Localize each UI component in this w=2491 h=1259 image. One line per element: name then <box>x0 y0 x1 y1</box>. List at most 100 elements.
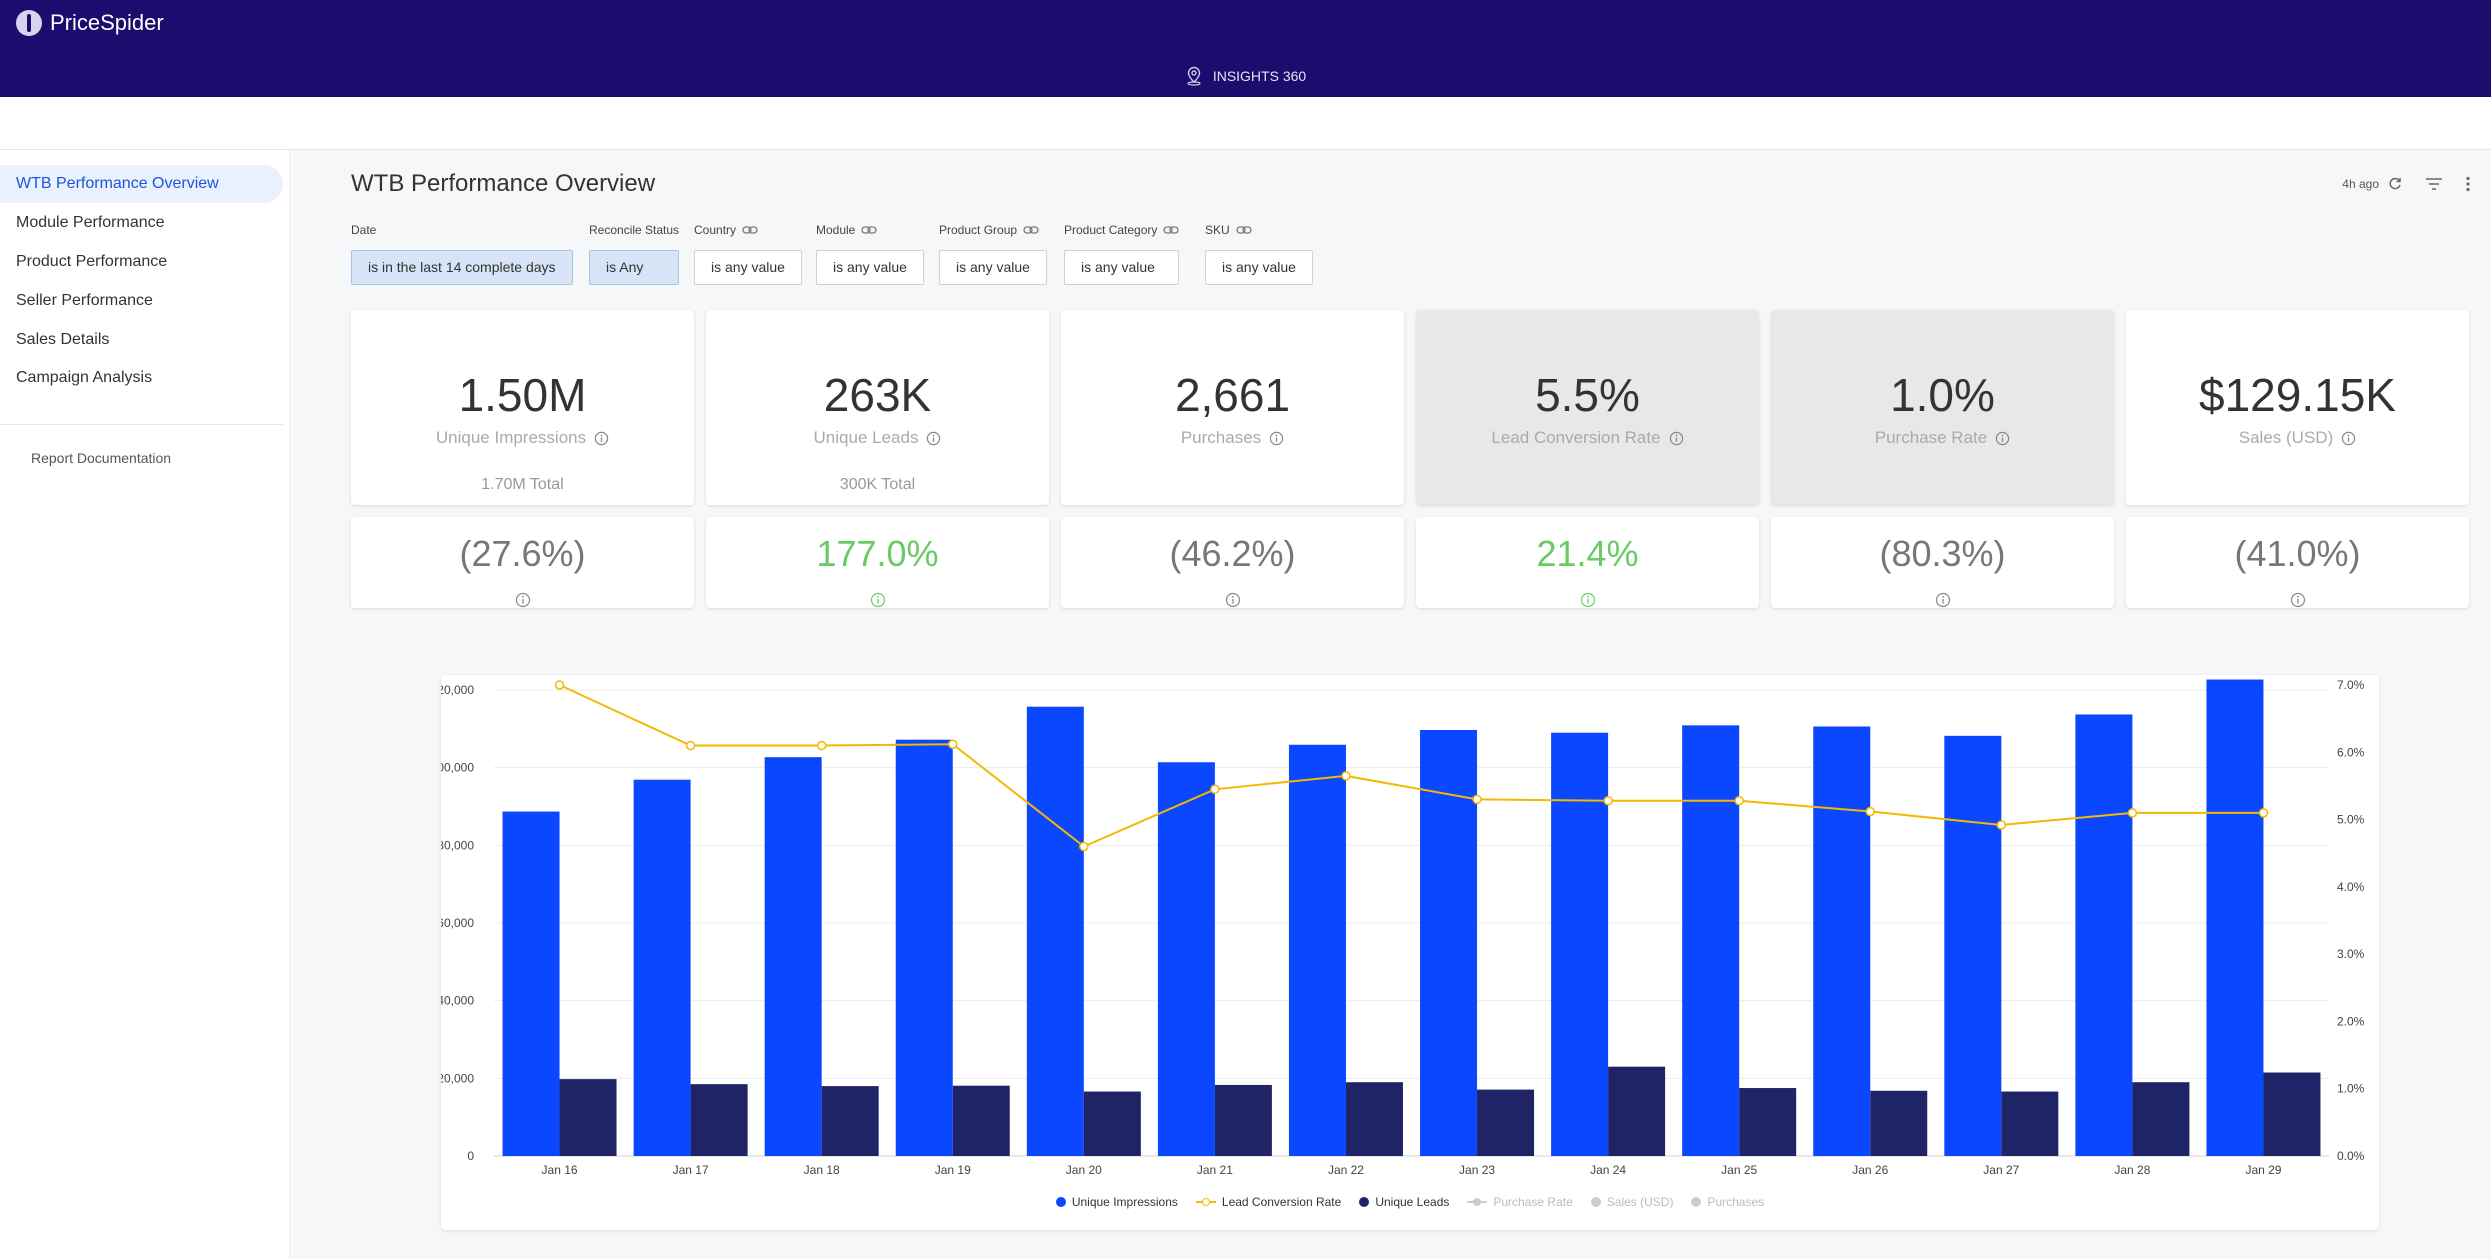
bar-unique-leads <box>952 1085 1010 1156</box>
sidebar-item-product-performance[interactable]: Product Performance <box>16 253 168 270</box>
filter-label: Date <box>351 223 377 237</box>
line-point <box>2127 808 2138 818</box>
sidebar-item-module-performance[interactable]: Module Performance <box>16 214 165 231</box>
info-icon[interactable] <box>1669 431 1684 446</box>
bar-unique-impressions <box>1420 729 1478 1156</box>
link-icon[interactable] <box>1023 225 1039 235</box>
app-name[interactable]: INSIGHTS 360 <box>0 66 2491 86</box>
kpi-value: 1.0% <box>1890 369 1995 421</box>
legend-item[interactable]: Unique Impressions <box>1055 1195 1178 1209</box>
info-icon[interactable] <box>926 431 941 446</box>
kpi-card-lead-conversion-rate[interactable]: 5.5% Lead Conversion Rate <box>1416 310 1759 505</box>
change-card-purchase-rate[interactable]: (80.3%) <box>1771 517 2114 608</box>
line-point <box>1079 841 1089 852</box>
change-card-purchases[interactable]: (46.2%) <box>1061 517 1404 608</box>
bar-unique-leads <box>1345 1082 1403 1156</box>
kpi-card-unique-impressions[interactable]: 1.50M Unique Impressions 1.70M Total <box>351 310 694 505</box>
filter-icon[interactable] <box>2425 177 2443 191</box>
legend-item[interactable]: Unique Leads <box>1359 1195 1449 1209</box>
brand[interactable]: PriceSpider <box>16 10 164 36</box>
filter-date-value[interactable]: is in the last 14 complete days <box>351 250 573 285</box>
legend-dot-marker-icon <box>1055 1197 1066 1207</box>
filter-product-group-value[interactable]: is any value <box>939 250 1047 285</box>
bar-unique-impressions <box>1157 762 1215 1156</box>
kpi-card-purchase-rate[interactable]: 1.0% Purchase Rate <box>1771 310 2114 505</box>
filter-module-value[interactable]: is any value <box>816 250 924 285</box>
sidebar-item-campaign-analysis[interactable]: Campaign Analysis <box>16 369 153 386</box>
info-icon[interactable] <box>870 592 886 608</box>
more-vert-icon[interactable] <box>2465 176 2471 192</box>
filter-label: Module <box>816 223 856 237</box>
link-icon[interactable] <box>742 225 758 235</box>
top-bar: PriceSpider INSIGHTS 360 <box>0 0 2491 97</box>
filter-sku-value[interactable]: is any value <box>1205 250 1313 285</box>
filter-product-category-value[interactable]: is any value <box>1064 250 1180 285</box>
change-card-unique-leads[interactable]: 177.0% <box>706 517 1049 608</box>
legend-item[interactable]: Lead Conversion Rate <box>1195 1195 1341 1209</box>
legend-item[interactable]: Purchase Rate <box>1467 1195 1573 1209</box>
app-name-label: INSIGHTS 360 <box>1212 68 1307 84</box>
legend-item[interactable]: Purchases <box>1691 1195 1764 1209</box>
legend-dot-marker-icon <box>1691 1197 1702 1207</box>
filter-date: Date is in the last 14 complete days <box>351 222 573 285</box>
legend-item[interactable]: Sales (USD) <box>1590 1195 1673 1209</box>
filter-reconcile-status-value[interactable]: is Any <box>589 250 680 285</box>
chart-card: 0 20,000 40,000 60,000 80,000 100,000 120,000 0… <box>441 675 2379 1230</box>
filter-country: Country is any value <box>694 222 802 285</box>
sidebar-item-wtb-performance-overview[interactable]: WTB Performance Overview <box>0 165 283 203</box>
pricespider-logo-icon <box>16 10 42 36</box>
filter-reconcile-status: Reconcile Status is Any <box>589 222 680 285</box>
link-icon[interactable] <box>1236 225 1252 235</box>
filter-label: Reconcile Status <box>589 223 680 237</box>
bar-unique-impressions <box>1551 732 1609 1156</box>
legend-line-marker-icon <box>1467 1197 1488 1207</box>
bar-unique-leads <box>1214 1084 1272 1156</box>
kpi-label: Lead Conversion Rate <box>1491 428 1661 447</box>
kpi-card-sales-usd[interactable]: $129.15K Sales (USD) <box>2126 310 2469 505</box>
x-tick-label: Jan 25 <box>1721 1163 1757 1177</box>
kpi-value: 263K <box>823 369 932 421</box>
info-icon[interactable] <box>2341 431 2356 446</box>
kpi-total-value: 300K <box>839 476 878 493</box>
info-icon[interactable] <box>594 431 609 446</box>
location-pin-icon <box>1187 66 1201 86</box>
sidebar-item-sales-details[interactable]: Sales Details <box>16 331 110 348</box>
info-icon[interactable] <box>1935 592 1951 608</box>
bar-unique-leads <box>821 1086 879 1156</box>
kpi-card-unique-leads[interactable]: 263K Unique Leads 300K Total <box>706 310 1049 505</box>
filter-country-value[interactable]: is any value <box>694 250 802 285</box>
legend-label: Unique Impressions <box>1071 1195 1178 1209</box>
info-icon[interactable] <box>1269 431 1284 446</box>
y-left-tick-label: 100,000 <box>441 761 474 775</box>
change-card-unique-impressions[interactable]: (27.6%) <box>351 517 694 608</box>
x-tick-label: Jan 20 <box>1066 1163 1102 1177</box>
x-tick-label: Jan 27 <box>1983 1163 2019 1177</box>
info-icon[interactable] <box>2290 592 2306 608</box>
change-value: (27.6%) <box>459 533 586 574</box>
x-tick-label: Jan 24 <box>1590 1163 1626 1177</box>
bar-unique-impressions <box>2075 714 2133 1156</box>
change-value: (46.2%) <box>1169 533 1296 574</box>
bar-unique-leads <box>2132 1082 2190 1156</box>
last-updated: 4h ago <box>2342 177 2379 191</box>
info-icon[interactable] <box>515 592 531 608</box>
info-icon[interactable] <box>1225 592 1241 608</box>
change-card-sales-usd[interactable]: (41.0%) <box>2126 517 2469 608</box>
kpi-card-purchases[interactable]: 2,661 Purchases <box>1061 310 1404 505</box>
report-documentation-link[interactable]: Report Documentation <box>31 450 172 466</box>
info-icon[interactable] <box>1995 431 2010 446</box>
link-icon[interactable] <box>861 225 878 235</box>
link-icon[interactable] <box>1163 225 1180 235</box>
x-tick-label: Jan 21 <box>1197 1163 1233 1177</box>
y-right-tick-label: 1.0% <box>2337 1082 2365 1096</box>
change-card-lead-conversion-rate[interactable]: 21.4% <box>1416 517 1759 608</box>
refresh-icon[interactable] <box>2387 176 2403 192</box>
legend-label: Unique Leads <box>1375 1195 1450 1209</box>
dashboard-actions: 4h ago <box>2342 176 2471 192</box>
info-icon[interactable] <box>1580 592 1596 608</box>
sidebar-item-seller-performance[interactable]: Seller Performance <box>16 292 153 309</box>
line-point <box>1996 820 2007 830</box>
y-right-tick-label: 3.0% <box>2337 947 2365 961</box>
bar-unique-impressions <box>1682 725 1740 1156</box>
legend-dot-marker-icon <box>1590 1197 1601 1207</box>
